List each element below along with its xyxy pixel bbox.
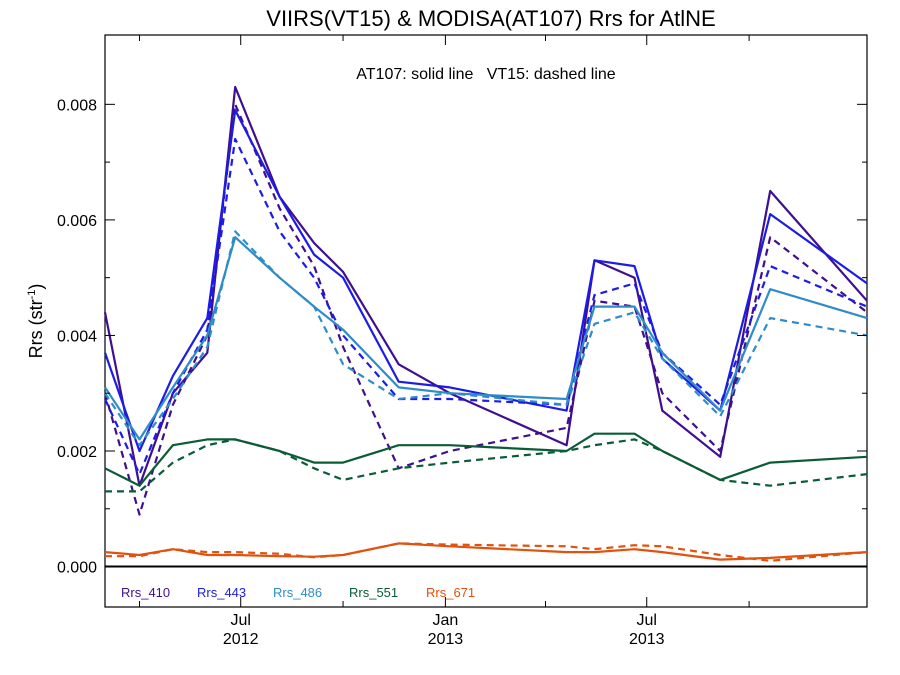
legend-label-rrs-671: Rrs_671 bbox=[426, 585, 475, 600]
series-line-rrs-486-vt15 bbox=[104, 230, 868, 447]
legend-label-rrs-551: Rrs_551 bbox=[349, 585, 398, 600]
series-line-rrs-671-at107 bbox=[104, 542, 868, 561]
x-tick-label-month: Jul bbox=[230, 612, 250, 629]
series-layer bbox=[103, 85, 868, 562]
series-line-rrs-671-vt15 bbox=[105, 542, 868, 562]
plot-area bbox=[104, 34, 868, 608]
chart-title: VIIRS(VT15) & MODISA(AT107) Rrs for AtlN… bbox=[266, 6, 715, 31]
y-axis-label-close: ) bbox=[26, 284, 46, 290]
x-tick-label-year: 2012 bbox=[223, 631, 259, 648]
series-line-rrs-551-vt15 bbox=[105, 438, 868, 493]
y-axis-label-text: Rrs (str bbox=[26, 299, 46, 358]
y-tick-label: 0.006 bbox=[57, 213, 97, 230]
x-tick-label-month: Jan bbox=[432, 612, 458, 629]
plot-frame bbox=[104, 34, 868, 608]
series-line-rrs-486-at107 bbox=[104, 236, 868, 441]
y-tick-label: 0.002 bbox=[57, 444, 97, 461]
x-tick-label-year: 2013 bbox=[629, 631, 665, 648]
y-axis-label: Rrs (str-1) bbox=[26, 284, 46, 359]
axes: 0.000 0.002 0.004 0.006 0.008 Jul 2012 Jan 2013 J… bbox=[57, 35, 867, 648]
y-tick-label: 0.008 bbox=[57, 97, 97, 114]
series-line-rrs-443-vt15 bbox=[104, 137, 868, 476]
y-tick-label: 0.004 bbox=[57, 328, 97, 345]
legend-label-rrs-443: Rrs_443 bbox=[197, 585, 246, 600]
legend-label-rrs-410: Rrs_410 bbox=[121, 585, 170, 600]
series-line-rrs-410-vt15 bbox=[103, 103, 868, 516]
y-tick-label: 0.000 bbox=[57, 560, 97, 577]
legend-label-rrs-486: Rrs_486 bbox=[273, 585, 322, 600]
x-tick-label-year: 2013 bbox=[428, 631, 464, 648]
x-tick-label-month: Jul bbox=[637, 612, 657, 629]
legend: Rrs_410 Rrs_443 Rrs_486 Rrs_551 Rrs_671 bbox=[121, 585, 475, 600]
series-line-rrs-551-at107 bbox=[104, 432, 868, 487]
series-line-rrs-443-at107 bbox=[103, 108, 868, 453]
line-style-annotation: AT107: solid line VT15: dashed line bbox=[356, 66, 616, 83]
y-axis-label-superscript: -1 bbox=[26, 290, 38, 300]
